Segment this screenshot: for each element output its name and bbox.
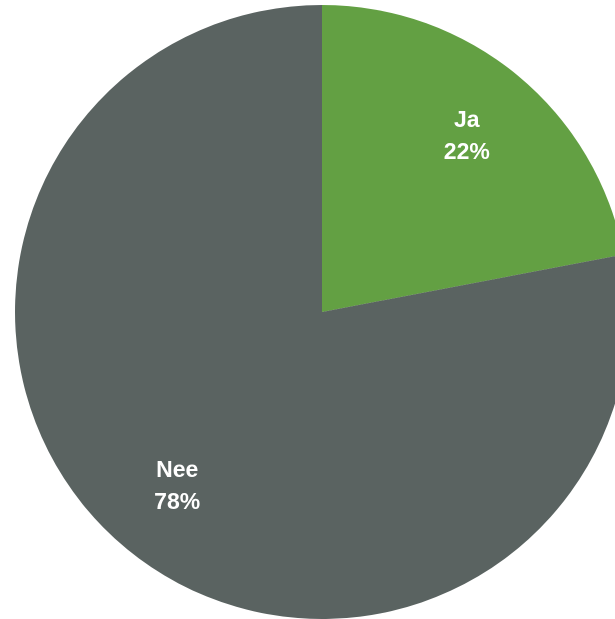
slice-category-label: Nee: [156, 456, 198, 482]
pie-slice: [15, 5, 615, 619]
slice-value-label: 22%: [444, 138, 490, 164]
slice-category-label: Ja: [454, 106, 480, 132]
pie-slice: [322, 5, 615, 312]
slice-value-label: 78%: [154, 488, 200, 514]
